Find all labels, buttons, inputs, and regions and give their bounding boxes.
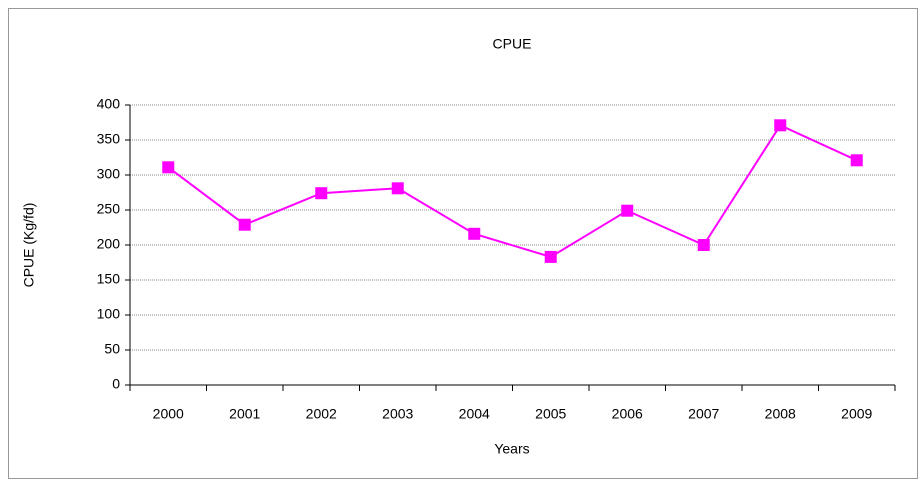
marker [774, 119, 787, 132]
marker [315, 187, 328, 200]
x-tick-label: 2006 [612, 406, 643, 422]
y-tick-label: 50 [104, 341, 120, 357]
chart-title: CPUE [493, 36, 532, 52]
y-tick-label: 250 [97, 201, 121, 217]
y-tick-label: 400 [97, 96, 121, 112]
y-tick-label: 0 [112, 376, 120, 392]
marker [238, 218, 251, 231]
x-tick-label: 2004 [459, 406, 490, 422]
y-tick-label: 150 [97, 271, 121, 287]
x-tick-label: 2009 [841, 406, 872, 422]
chart-frame [8, 8, 918, 479]
marker [850, 154, 863, 167]
y-tick-label: 200 [97, 236, 121, 252]
series-line [167, 124, 858, 258]
y-axis-label: CPUE (Kg/fd) [21, 203, 37, 288]
marker [544, 250, 557, 263]
y-tick-label: 300 [97, 166, 121, 182]
marker [391, 182, 404, 195]
x-axis-label: Years [494, 441, 529, 457]
x-tick-label: 2001 [229, 406, 260, 422]
x-tick-label: 2008 [765, 406, 796, 422]
x-tick-label: 2007 [688, 406, 719, 422]
y-tick-label: 100 [97, 306, 121, 322]
marker [162, 161, 175, 174]
x-tick-label: 2000 [153, 406, 184, 422]
marker [468, 227, 481, 240]
x-tick-label: 2005 [535, 406, 566, 422]
marker [621, 204, 634, 217]
marker [697, 239, 710, 251]
y-tick-label: 350 [97, 131, 121, 147]
x-tick-label: 2003 [382, 406, 413, 422]
x-tick-label: 2002 [306, 406, 337, 422]
